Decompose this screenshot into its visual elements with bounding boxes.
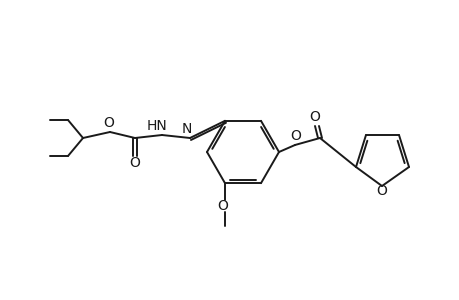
Text: N: N <box>181 122 192 136</box>
Text: O: O <box>103 116 114 130</box>
Text: O: O <box>376 184 386 198</box>
Text: O: O <box>129 156 140 170</box>
Text: O: O <box>309 110 320 124</box>
Text: O: O <box>217 199 228 213</box>
Text: HN: HN <box>146 119 167 133</box>
Text: O: O <box>290 129 301 143</box>
